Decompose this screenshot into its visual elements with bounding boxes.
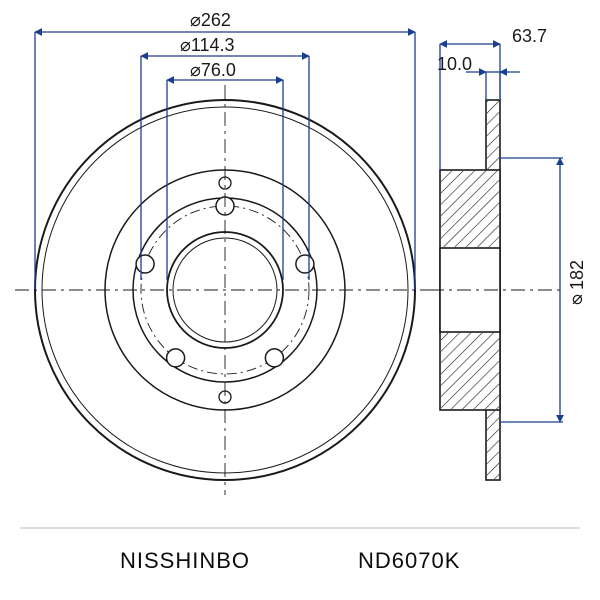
part-number: ND6070K xyxy=(358,548,460,574)
dim-thickness: 10.0 xyxy=(437,54,472,75)
dim-hub-dia: ⌀182 xyxy=(566,260,588,311)
side-view xyxy=(430,100,560,480)
tech-drawing-svg xyxy=(0,0,600,600)
dim-dia-pcd: ⌀114.3 xyxy=(180,35,235,56)
dim-hub-depth: 63.7 xyxy=(512,26,547,47)
brand-name: NISSHINBO xyxy=(120,548,250,574)
dim-dia-outer: ⌀262 xyxy=(190,10,231,31)
dim-dia-bore: ⌀76.0 xyxy=(190,60,236,81)
drawing-canvas: { "drawing": { "type": "engineering-dime… xyxy=(0,0,600,600)
front-view xyxy=(15,85,435,495)
